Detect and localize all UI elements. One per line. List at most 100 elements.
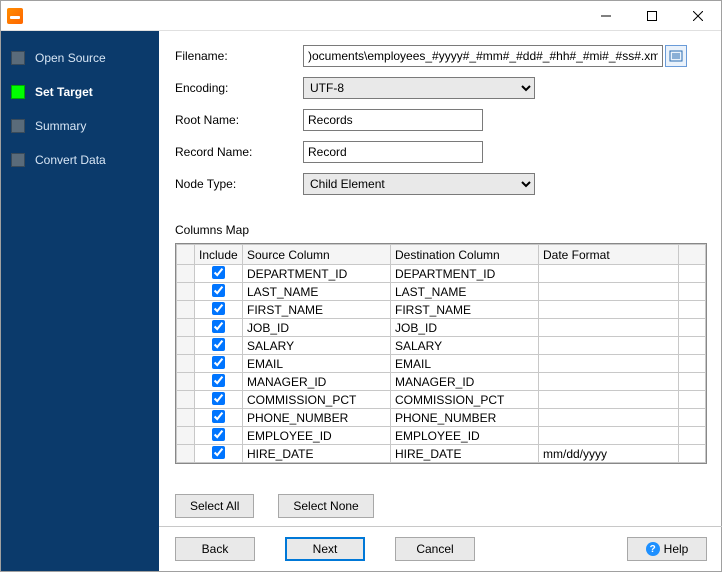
table-row[interactable]: PHONE_NUMBERPHONE_NUMBER bbox=[177, 409, 706, 427]
include-checkbox[interactable] bbox=[212, 392, 225, 405]
cell-date[interactable] bbox=[539, 373, 679, 391]
minimize-button[interactable] bbox=[583, 1, 629, 31]
table-row[interactable]: DEPARTMENT_IDDEPARTMENT_ID bbox=[177, 265, 706, 283]
cell-date[interactable] bbox=[539, 427, 679, 445]
cell-include[interactable] bbox=[195, 337, 243, 355]
cell-date[interactable] bbox=[539, 391, 679, 409]
row-header[interactable] bbox=[177, 355, 195, 373]
include-checkbox[interactable] bbox=[212, 374, 225, 387]
cell-dest[interactable]: JOB_ID bbox=[391, 319, 539, 337]
cell-source[interactable]: EMPLOYEE_ID bbox=[243, 427, 391, 445]
cell-source[interactable]: PHONE_NUMBER bbox=[243, 409, 391, 427]
back-button[interactable]: Back bbox=[175, 537, 255, 561]
include-checkbox[interactable] bbox=[212, 446, 225, 459]
next-button[interactable]: Next bbox=[285, 537, 365, 561]
cancel-button[interactable]: Cancel bbox=[395, 537, 475, 561]
include-checkbox[interactable] bbox=[212, 302, 225, 315]
cell-include[interactable] bbox=[195, 301, 243, 319]
cell-dest[interactable]: DEPARTMENT_ID bbox=[391, 265, 539, 283]
table-row[interactable]: LAST_NAMELAST_NAME bbox=[177, 283, 706, 301]
include-checkbox[interactable] bbox=[212, 338, 225, 351]
browse-file-button[interactable] bbox=[665, 45, 687, 67]
cell-dest[interactable]: COMMISSION_PCT bbox=[391, 391, 539, 409]
table-row[interactable]: FIRST_NAMEFIRST_NAME bbox=[177, 301, 706, 319]
sidebar-item-open-source[interactable]: Open Source bbox=[1, 45, 159, 71]
cell-source[interactable]: MANAGER_ID bbox=[243, 373, 391, 391]
table-row[interactable]: EMPLOYEE_IDEMPLOYEE_ID bbox=[177, 427, 706, 445]
table-row[interactable]: COMMISSION_PCTCOMMISSION_PCT bbox=[177, 391, 706, 409]
cell-source[interactable]: LAST_NAME bbox=[243, 283, 391, 301]
cell-source[interactable]: DEPARTMENT_ID bbox=[243, 265, 391, 283]
table-row[interactable]: SALARYSALARY bbox=[177, 337, 706, 355]
include-checkbox[interactable] bbox=[212, 320, 225, 333]
cell-include[interactable] bbox=[195, 409, 243, 427]
row-header[interactable] bbox=[177, 337, 195, 355]
cell-date[interactable] bbox=[539, 337, 679, 355]
rootname-input[interactable] bbox=[303, 109, 483, 131]
sidebar-item-summary[interactable]: Summary bbox=[1, 113, 159, 139]
cell-dest[interactable]: LAST_NAME bbox=[391, 283, 539, 301]
cell-dest[interactable]: SALARY bbox=[391, 337, 539, 355]
table-row[interactable]: HIRE_DATEHIRE_DATEmm/dd/yyyy bbox=[177, 445, 706, 463]
cell-dest[interactable]: MANAGER_ID bbox=[391, 373, 539, 391]
row-header[interactable] bbox=[177, 301, 195, 319]
include-checkbox[interactable] bbox=[212, 266, 225, 279]
cell-source[interactable]: FIRST_NAME bbox=[243, 301, 391, 319]
col-source[interactable]: Source Column bbox=[243, 245, 391, 265]
cell-source[interactable]: SALARY bbox=[243, 337, 391, 355]
encoding-select[interactable]: UTF-8 bbox=[303, 77, 535, 99]
cell-include[interactable] bbox=[195, 265, 243, 283]
include-checkbox[interactable] bbox=[212, 410, 225, 423]
cell-date[interactable] bbox=[539, 265, 679, 283]
cell-dest[interactable]: FIRST_NAME bbox=[391, 301, 539, 319]
cell-include[interactable] bbox=[195, 373, 243, 391]
row-header[interactable] bbox=[177, 283, 195, 301]
cell-include[interactable] bbox=[195, 355, 243, 373]
row-header[interactable] bbox=[177, 445, 195, 463]
cell-dest[interactable]: HIRE_DATE bbox=[391, 445, 539, 463]
row-header[interactable] bbox=[177, 427, 195, 445]
filename-input[interactable] bbox=[303, 45, 663, 67]
cell-source[interactable]: EMAIL bbox=[243, 355, 391, 373]
row-header[interactable] bbox=[177, 409, 195, 427]
cell-source[interactable]: COMMISSION_PCT bbox=[243, 391, 391, 409]
cell-include[interactable] bbox=[195, 319, 243, 337]
cell-date[interactable] bbox=[539, 301, 679, 319]
row-header[interactable] bbox=[177, 391, 195, 409]
include-checkbox[interactable] bbox=[212, 284, 225, 297]
include-checkbox[interactable] bbox=[212, 356, 225, 369]
cell-dest[interactable]: EMAIL bbox=[391, 355, 539, 373]
cell-dest[interactable]: PHONE_NUMBER bbox=[391, 409, 539, 427]
sidebar-item-set-target[interactable]: Set Target bbox=[1, 79, 159, 105]
cell-date[interactable] bbox=[539, 355, 679, 373]
select-none-button[interactable]: Select None bbox=[278, 494, 373, 518]
row-header[interactable] bbox=[177, 319, 195, 337]
help-button[interactable]: ? Help bbox=[627, 537, 707, 561]
cell-dest[interactable]: EMPLOYEE_ID bbox=[391, 427, 539, 445]
table-row[interactable]: JOB_IDJOB_ID bbox=[177, 319, 706, 337]
table-row[interactable]: MANAGER_IDMANAGER_ID bbox=[177, 373, 706, 391]
col-include[interactable]: Include bbox=[195, 245, 243, 265]
cell-date[interactable] bbox=[539, 283, 679, 301]
cell-include[interactable] bbox=[195, 283, 243, 301]
nodetype-select[interactable]: Child Element bbox=[303, 173, 535, 195]
include-checkbox[interactable] bbox=[212, 428, 225, 441]
recordname-input[interactable] bbox=[303, 141, 483, 163]
sidebar-item-convert-data[interactable]: Convert Data bbox=[1, 147, 159, 173]
cell-date[interactable]: mm/dd/yyyy bbox=[539, 445, 679, 463]
col-dest[interactable]: Destination Column bbox=[391, 245, 539, 265]
cell-include[interactable] bbox=[195, 445, 243, 463]
cell-source[interactable]: HIRE_DATE bbox=[243, 445, 391, 463]
cell-date[interactable] bbox=[539, 319, 679, 337]
row-header[interactable] bbox=[177, 265, 195, 283]
col-date[interactable]: Date Format bbox=[539, 245, 679, 265]
cell-source[interactable]: JOB_ID bbox=[243, 319, 391, 337]
maximize-button[interactable] bbox=[629, 1, 675, 31]
table-row[interactable]: EMAILEMAIL bbox=[177, 355, 706, 373]
row-header[interactable] bbox=[177, 373, 195, 391]
close-button[interactable] bbox=[675, 1, 721, 31]
cell-include[interactable] bbox=[195, 391, 243, 409]
cell-include[interactable] bbox=[195, 427, 243, 445]
select-all-button[interactable]: Select All bbox=[175, 494, 254, 518]
cell-date[interactable] bbox=[539, 409, 679, 427]
